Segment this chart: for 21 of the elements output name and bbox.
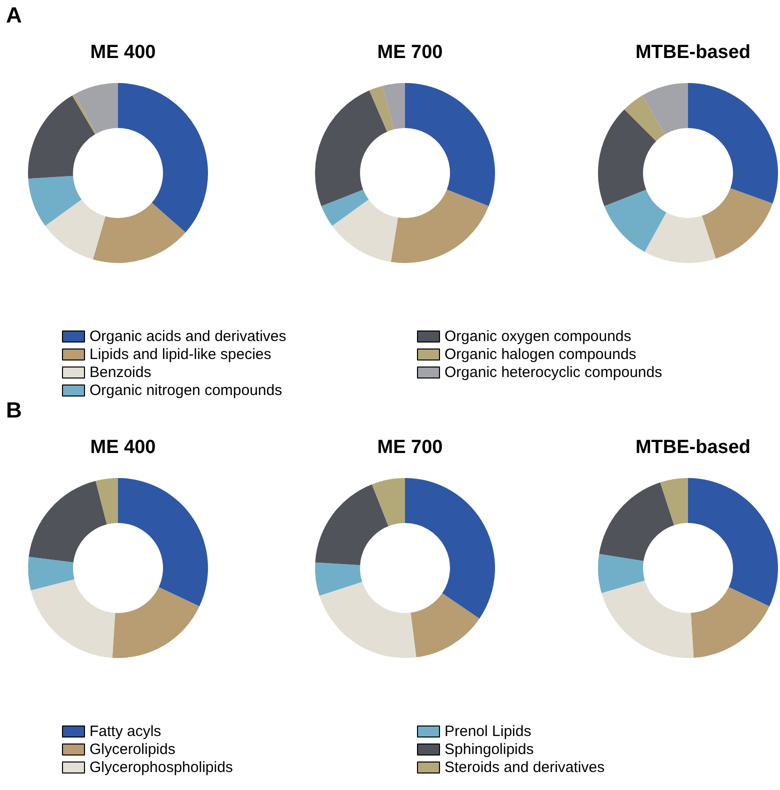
slice-label: MTBE-based bbox=[635, 437, 751, 458]
legend-label: Fatty acyls bbox=[90, 723, 162, 740]
slice-label: ME 700 bbox=[377, 42, 443, 63]
legend-label: Benzoids bbox=[90, 364, 152, 381]
legend-label: Prenol Lipids bbox=[444, 723, 532, 740]
legend-label: Organic acids and derivatives bbox=[90, 328, 286, 345]
slice-label: ME 700 bbox=[377, 437, 443, 458]
slice-label: ME 400 bbox=[90, 42, 156, 63]
legend-label: Glycerolipids bbox=[90, 741, 176, 758]
legend-label: Glycerophospholipids bbox=[90, 759, 233, 776]
legend-label: Lipids and lipid-like species bbox=[90, 346, 272, 363]
legend-label: Organic halogen compounds bbox=[444, 346, 636, 363]
slice-label: ME 400 bbox=[90, 437, 156, 458]
legend-label: Sphingolipids bbox=[444, 741, 534, 758]
text: B bbox=[6, 398, 22, 422]
legend-label: Organic nitrogen compounds bbox=[90, 382, 282, 399]
slice-label: MTBE-based bbox=[635, 42, 751, 63]
text: A bbox=[6, 2, 22, 28]
legend-label: Organic oxygen compounds bbox=[444, 328, 632, 345]
legend-label: Steroids and derivatives bbox=[444, 759, 605, 776]
legend-label: Organic heterocyclic compounds bbox=[444, 364, 662, 381]
